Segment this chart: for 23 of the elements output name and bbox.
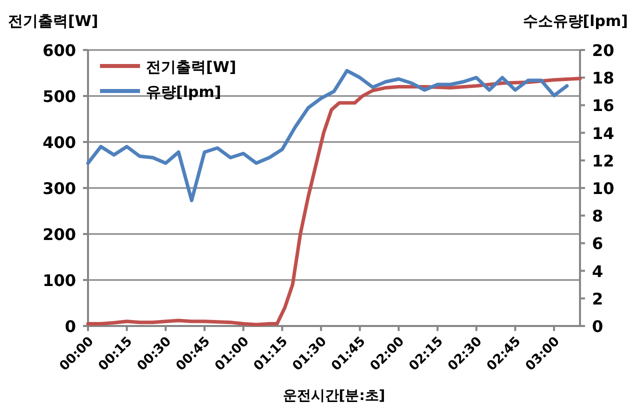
y2-tick-label: 2 (592, 289, 604, 308)
y2-tick-label: 8 (592, 206, 604, 226)
y2-tick-label: 14 (592, 124, 614, 143)
y-tick-label: 400 (42, 133, 76, 152)
x-axis-title: 운전시간[분:초] (282, 388, 386, 404)
y2-tick-label: 0 (592, 317, 604, 336)
y-tick-label: 0 (64, 317, 76, 336)
y2-axis-title: 수소유량[lpm] (522, 12, 628, 30)
y-tick-label: 300 (42, 179, 76, 198)
legend-label: 전기출력[W] (146, 58, 236, 76)
y2-tick-label: 4 (592, 262, 604, 281)
y2-tick-label: 16 (592, 96, 614, 116)
y2-tick-label: 6 (592, 234, 604, 254)
y-tick-label: 100 (42, 271, 76, 290)
y2-tick-label: 18 (592, 68, 614, 88)
y-tick-label: 500 (42, 87, 76, 106)
y2-tick-label: 12 (592, 151, 614, 170)
legend-label: 유량[lpm] (146, 83, 222, 101)
y2-tick-label: 10 (592, 179, 614, 198)
y-tick-label: 600 (42, 41, 76, 60)
y2-tick-label: 20 (592, 41, 614, 60)
y-tick-label: 200 (42, 225, 76, 244)
y-axis-title: 전기출력[W] (8, 12, 98, 30)
